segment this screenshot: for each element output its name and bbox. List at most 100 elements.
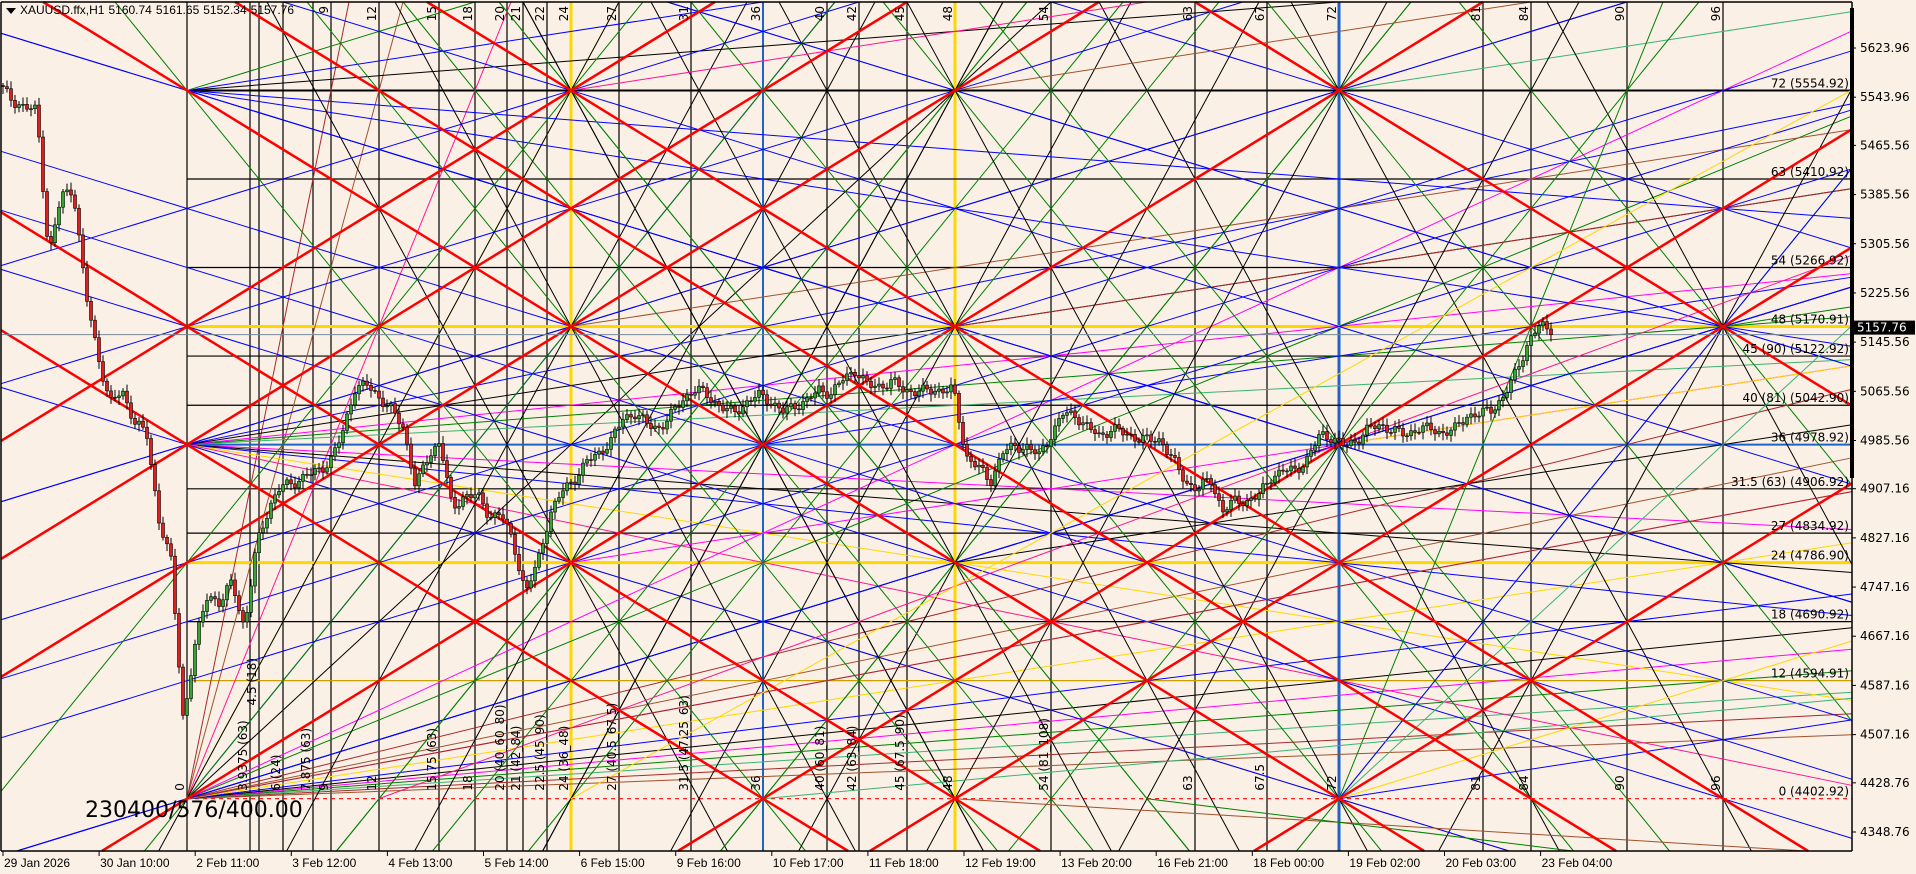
- bull-candle: [581, 462, 585, 476]
- bull-candle: [1393, 426, 1397, 433]
- fan-line-node: [570, 89, 1853, 485]
- level-label: 0 (4402.92): [1779, 785, 1849, 799]
- bull-candle: [597, 450, 601, 455]
- fan-line-base: [378, 254, 1853, 800]
- bear-candle: [521, 570, 525, 581]
- bear-candle: [1353, 439, 1357, 443]
- fan-line-node: [762, 444, 1853, 780]
- bull-candle: [421, 464, 425, 475]
- bull-candle: [301, 474, 305, 482]
- bull-candle: [1225, 509, 1229, 513]
- bear-candle: [1237, 495, 1241, 504]
- bull-candle: [1521, 360, 1525, 367]
- bull-candle: [785, 406, 789, 414]
- bear-candle: [733, 405, 737, 412]
- bear-candle: [1017, 445, 1021, 453]
- gann-diagonal-up: [869, 246, 1853, 853]
- bull-candle: [1449, 429, 1453, 436]
- bull-candle: [185, 698, 189, 716]
- bear-candle: [1381, 424, 1385, 426]
- y-tick-label: 4985.56: [1860, 433, 1910, 447]
- fan-line-origin: [186, 734, 1853, 800]
- level-label: 63 (5410.92): [1771, 165, 1849, 179]
- bull-candle: [1261, 483, 1265, 494]
- bull-candle: [1305, 456, 1309, 468]
- top-time-label: 22: [533, 6, 547, 21]
- bull-candle: [361, 380, 365, 386]
- fan-line-node: [570, 1, 836, 327]
- time-line-label: 6 (24): [269, 755, 283, 791]
- bear-candle: [853, 371, 857, 377]
- gann-diagonal-up: [677, 128, 1853, 853]
- bear-candle: [9, 88, 13, 101]
- bear-candle: [1149, 434, 1153, 442]
- bear-candle: [973, 461, 977, 468]
- fan-line-node: [1338, 1, 1580, 445]
- level-label: 45 (90) (5122.92): [1742, 342, 1849, 356]
- bull-candle: [33, 104, 37, 110]
- fan-line-node: [762, 444, 1094, 852]
- time-line-label: 42 (63_84): [845, 726, 859, 791]
- bull-candle: [1289, 465, 1293, 472]
- bear-candle: [173, 555, 177, 614]
- bear-candle: [1441, 430, 1445, 434]
- bull-candle: [1517, 366, 1521, 370]
- bull-candle: [945, 391, 949, 394]
- top-time-label: 20: [493, 6, 507, 21]
- bull-candle: [249, 585, 253, 613]
- bull-candle: [1141, 435, 1145, 443]
- fan-line-72-0: [1338, 1, 1664, 799]
- top-time-label: 21: [509, 6, 523, 21]
- fan-line-node: [667, 1, 956, 91]
- bear-candle: [129, 402, 133, 419]
- bull-candle: [757, 389, 761, 398]
- fan-line-origin: [186, 388, 1853, 800]
- bull-candle: [1437, 430, 1441, 435]
- x-tick-label: 13 Feb 20:00: [1061, 856, 1132, 870]
- fan-line-node: [954, 1, 1132, 327]
- bull-candle: [609, 437, 613, 450]
- fan-line-node: [926, 90, 1340, 852]
- bull-candle: [1285, 470, 1289, 473]
- bull-candle: [1009, 442, 1013, 450]
- fan-line-node: [720, 562, 956, 852]
- bear-candle: [1413, 430, 1417, 433]
- bear-candle: [397, 412, 401, 425]
- bear-candle: [1473, 413, 1477, 418]
- fan-line-node: [144, 326, 572, 852]
- fan-line-origin: [186, 593, 1853, 800]
- level-label: 36 (4978.92): [1771, 431, 1849, 445]
- fan-line-node: [570, 1, 644, 91]
- x-tick-label: 11 Feb 18:00: [869, 856, 939, 870]
- bear-candle: [1357, 441, 1361, 445]
- bull-candle: [1477, 415, 1481, 418]
- bull-candle: [713, 401, 717, 403]
- time-line-label: 90: [1613, 775, 1627, 790]
- bull-candle: [1533, 332, 1537, 337]
- bull-candle: [537, 552, 541, 568]
- dropdown-triangle-icon[interactable]: [6, 7, 16, 14]
- bull-candle: [1421, 425, 1425, 433]
- bull-candle: [549, 511, 553, 533]
- bull-candle: [1205, 478, 1209, 480]
- bull-candle: [385, 405, 389, 408]
- bear-candle: [765, 394, 769, 405]
- bear-candle: [781, 407, 785, 414]
- bear-candle: [1129, 433, 1133, 436]
- bull-candle: [545, 531, 549, 544]
- fan-line-node: [570, 562, 728, 852]
- bull-candle: [337, 442, 341, 449]
- bear-candle: [1221, 500, 1225, 513]
- fan-line-node: [158, 90, 572, 852]
- chart-header: XAUUSD.ffx,H1 5160.74 5161.65 5152.34 5157.7…: [6, 3, 298, 17]
- bear-candle: [153, 464, 157, 492]
- bear-candle: [525, 580, 529, 589]
- y-tick-label: 5225.56: [1860, 286, 1910, 300]
- bear-candle: [709, 397, 713, 403]
- bear-candle: [1489, 406, 1493, 414]
- bear-candle: [217, 598, 221, 607]
- bull-candle: [533, 566, 537, 582]
- bear-candle: [1253, 497, 1257, 500]
- bear-candle: [1209, 478, 1213, 485]
